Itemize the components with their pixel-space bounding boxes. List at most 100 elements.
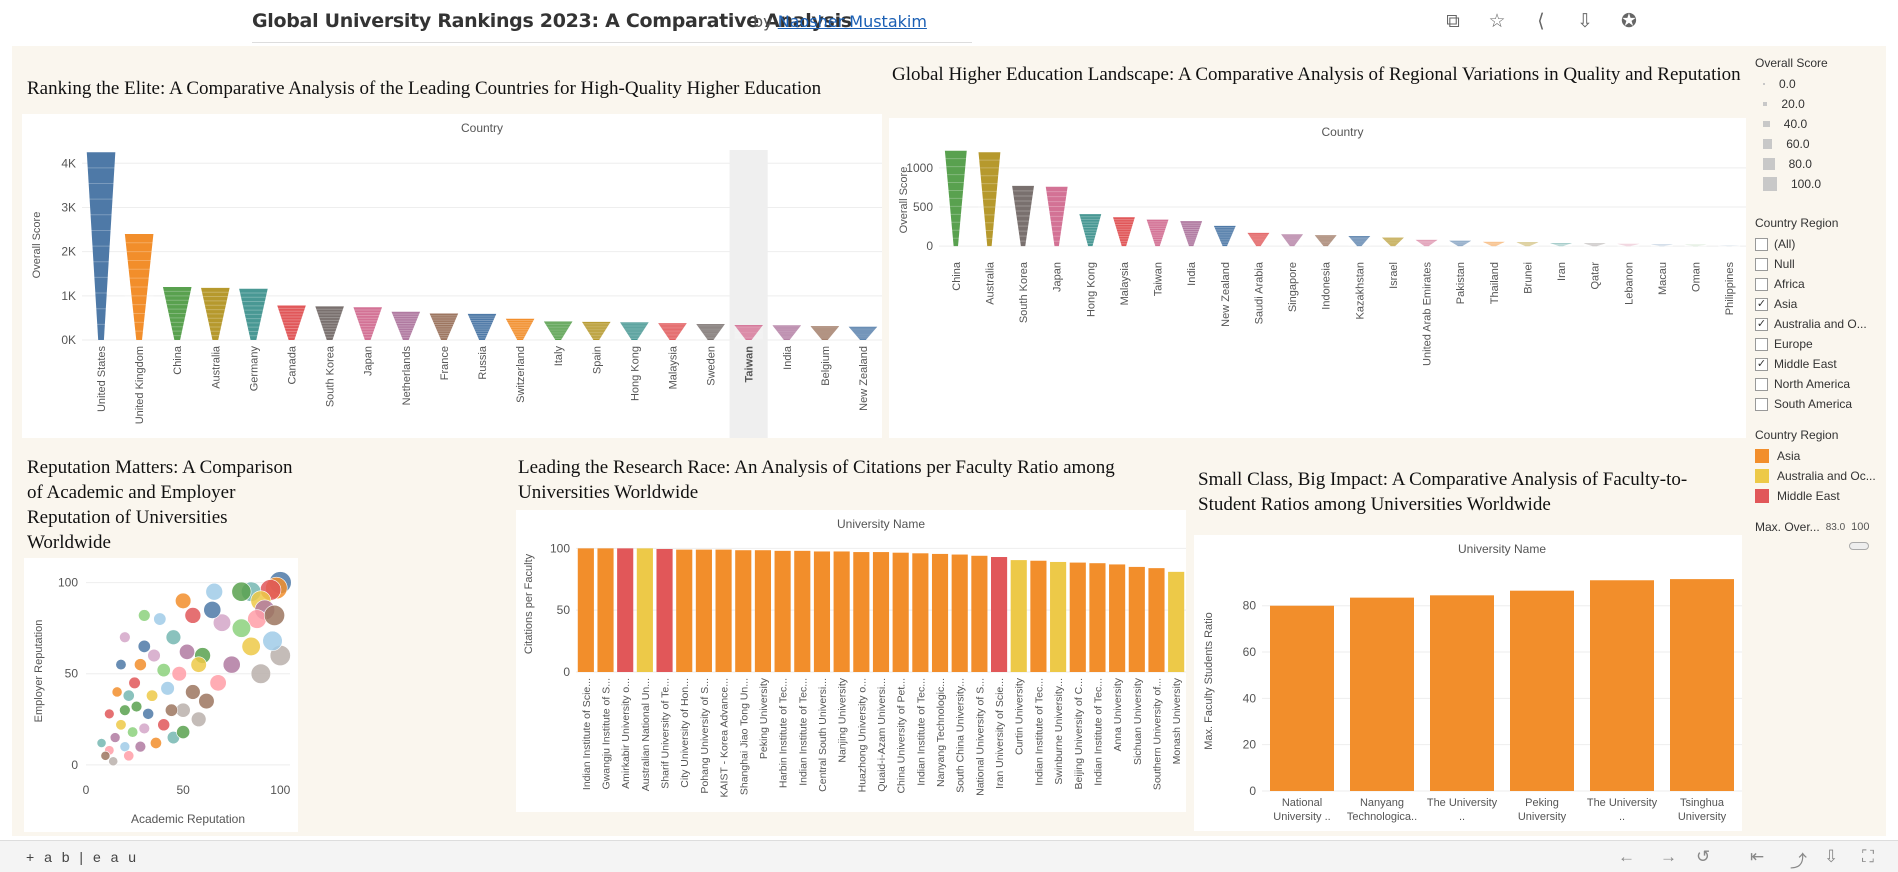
region-filter-item[interactable]: (All) <box>1755 234 1895 254</box>
checkbox[interactable] <box>1755 237 1768 251</box>
chart3-point <box>104 708 115 720</box>
copy-icon[interactable]: ⧉ <box>1446 11 1460 32</box>
chart4-bar <box>1030 560 1047 672</box>
tableau-logo[interactable]: + a b | e a u <box>26 849 140 865</box>
chart4-ytick: 0 <box>563 665 570 679</box>
reset-icon[interactable]: ⇤ <box>1750 847 1765 866</box>
chart3-ytick: 100 <box>58 576 78 590</box>
chart2-bar <box>1651 244 1673 247</box>
chart4-bar <box>1069 562 1086 672</box>
chart4-ytick: 50 <box>557 603 571 617</box>
chart1-bar <box>239 288 268 340</box>
share-icon[interactable]: ⟨ <box>1537 11 1545 32</box>
region-filter-item[interactable]: Null <box>1755 254 1895 274</box>
region-filter-item[interactable]: ✓ Middle East <box>1755 354 1895 374</box>
chart1-ytick: 4K <box>61 156 76 170</box>
chart4-bar <box>1128 566 1145 672</box>
chart5-xtick: University <box>1678 811 1727 823</box>
star-icon[interactable]: ☆ <box>1488 11 1506 32</box>
chart3-point <box>96 738 107 748</box>
chart2-xtick: United Arab Emirates <box>1422 262 1434 366</box>
chart4-xtick: Harbin Institute of Tec... <box>778 678 790 788</box>
dashboard-title: Global University Rankings 2023: A Compa… <box>252 10 852 32</box>
chart3-panel: 0 50 100 0 50 100 Academic Reputation Employer … <box>24 558 298 832</box>
chart3-point <box>165 629 182 645</box>
chart2-bar <box>1348 236 1371 247</box>
color-legend-item[interactable]: Australia and Oc... <box>1755 466 1895 486</box>
chart2-header: Country <box>1321 125 1363 139</box>
chart4-svg: University Name Citations per Faculty 0 50 1… <box>523 517 1186 797</box>
chart1-ytick: 1K <box>61 289 76 303</box>
chart1-bar <box>86 152 116 340</box>
region-filter: (All) Null Africa ✓ Asia ✓ Australia and O... E… <box>1755 234 1895 414</box>
chart1-bar <box>543 321 573 340</box>
chart2-xtick: Iran <box>1556 262 1568 281</box>
chart5-bar <box>1670 579 1734 791</box>
chart2-bar <box>944 150 967 247</box>
region-filter-item[interactable]: ✓ Australia and O... <box>1755 314 1895 334</box>
chart2-bar <box>1382 237 1404 247</box>
region-filter-item[interactable]: Europe <box>1755 334 1895 354</box>
chart4-bar <box>754 550 772 672</box>
share-bottom-icon[interactable]: ⤴ <box>1790 852 1807 871</box>
revert-icon[interactable]: ↺ <box>1696 847 1711 866</box>
chart2-xtick: Israel <box>1388 262 1400 289</box>
chart1-xtick: Germany <box>248 346 260 392</box>
chart1-xtick: Italy <box>553 346 565 367</box>
author-link[interactable]: Naosher Mustakim <box>777 12 927 31</box>
redo-icon[interactable]: → <box>1660 847 1677 866</box>
download-icon[interactable]: ⇩ <box>1577 11 1593 32</box>
chart4-xtick: Peking University <box>758 677 770 759</box>
color-swatch <box>1755 469 1769 483</box>
chart2-xtick: Kazakhstan <box>1354 262 1366 319</box>
chart3-point <box>164 703 178 717</box>
chart3-point <box>100 750 111 761</box>
chart2-bar <box>1079 214 1102 247</box>
chart3-point <box>157 718 171 732</box>
chart1-xtick: Russia <box>477 345 489 380</box>
chart4-xtick: Beijing University of C... <box>1073 678 1085 789</box>
checkbox[interactable] <box>1755 377 1768 391</box>
chart3-point <box>153 612 167 626</box>
chart2-bar <box>1281 234 1303 247</box>
chart2-xtick: Indonesia <box>1321 261 1333 310</box>
badge-icon[interactable]: ✪ <box>1621 11 1637 32</box>
fullscreen-icon[interactable]: ⛶ <box>1862 847 1874 866</box>
undo-icon[interactable]: ← <box>1618 847 1635 866</box>
checkbox[interactable] <box>1755 397 1768 411</box>
chart2-bar <box>1314 235 1337 247</box>
checkbox[interactable] <box>1755 337 1768 351</box>
chart5-xtick: Tsinghua <box>1680 797 1725 809</box>
checkbox[interactable]: ✓ <box>1755 297 1768 311</box>
chart3-point <box>171 666 187 682</box>
chart1-bar <box>429 313 459 340</box>
checkbox[interactable]: ✓ <box>1755 317 1768 331</box>
chart1-xtick: Switzerland <box>515 346 527 403</box>
chart4-xtick: Indian Institute of Scie... <box>581 678 593 790</box>
chart4-bar <box>636 548 653 672</box>
range-slider[interactable] <box>1755 542 1895 550</box>
region-filter-item[interactable]: North America <box>1755 374 1895 394</box>
region-filter-item[interactable]: ✓ Asia <box>1755 294 1895 314</box>
region-filter-item[interactable]: Africa <box>1755 274 1895 294</box>
checkbox[interactable]: ✓ <box>1755 357 1768 371</box>
checkbox[interactable] <box>1755 277 1768 291</box>
chart4-bar <box>794 550 811 672</box>
chart2-xtick: Qatar <box>1590 262 1602 290</box>
checkbox[interactable] <box>1755 257 1768 271</box>
chart4-bar <box>1148 568 1165 672</box>
chart5-ytick: 80 <box>1243 599 1257 613</box>
chart4-bar <box>1168 571 1185 672</box>
chart5-xtick: .. <box>1619 811 1625 823</box>
chart1-ytick: 3K <box>61 200 76 214</box>
color-legend-item[interactable]: Asia <box>1755 446 1895 466</box>
chart1-xtick: Japan <box>363 346 375 376</box>
chart2-xtick: Lebanon <box>1623 262 1635 305</box>
download-bottom-icon[interactable]: ⇩ <box>1824 847 1839 866</box>
region-filter-item[interactable]: South America <box>1755 394 1895 414</box>
chart2-bar <box>1113 217 1135 247</box>
chart4-xtick: National University of S... <box>974 678 986 796</box>
slider-handle[interactable] <box>1849 542 1869 550</box>
color-legend-item[interactable]: Middle East <box>1755 486 1895 506</box>
chart5-ytick: 60 <box>1243 645 1257 659</box>
